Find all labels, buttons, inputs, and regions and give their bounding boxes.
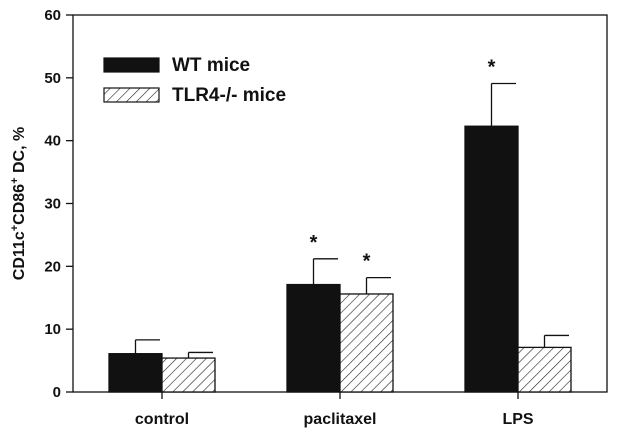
y-tick-label: 20 bbox=[44, 258, 61, 275]
x-category-label: LPS bbox=[502, 411, 533, 428]
bar-wt-mice bbox=[286, 283, 341, 393]
x-category-label: control bbox=[135, 411, 189, 428]
legend-swatch bbox=[103, 57, 160, 73]
y-tick-label: 40 bbox=[44, 133, 61, 150]
y-tick-label: 60 bbox=[44, 7, 61, 24]
significance-marker: * bbox=[310, 232, 318, 254]
bar-wt-mice bbox=[108, 353, 163, 393]
legend-label: WT mice bbox=[172, 55, 250, 76]
x-category-label: paclitaxel bbox=[304, 411, 377, 428]
significance-marker: * bbox=[488, 56, 496, 78]
y-tick-label: 30 bbox=[44, 196, 61, 213]
legend-label: TLR4-/- mice bbox=[172, 85, 286, 106]
significance-marker: * bbox=[363, 251, 371, 273]
y-tick-label: 50 bbox=[44, 70, 61, 87]
y-tick-label: 10 bbox=[44, 321, 61, 338]
y-axis-label-part: + bbox=[9, 225, 21, 231]
y-axis-label: CD11c+CD86+ DC, % bbox=[9, 127, 28, 280]
y-axis-label-part: CD86 bbox=[11, 184, 28, 225]
y-axis-label-part: DC, % bbox=[11, 127, 28, 178]
bar-tlr4-mice bbox=[517, 346, 572, 393]
legend-swatch bbox=[103, 87, 160, 103]
y-axis-label-part: CD11c bbox=[11, 231, 28, 280]
bar-tlr4-mice bbox=[339, 293, 394, 393]
y-tick-label: 0 bbox=[53, 384, 61, 401]
bar-wt-mice bbox=[464, 125, 519, 393]
y-axis-label-part: + bbox=[9, 177, 21, 183]
bar-tlr4-mice bbox=[161, 357, 216, 393]
